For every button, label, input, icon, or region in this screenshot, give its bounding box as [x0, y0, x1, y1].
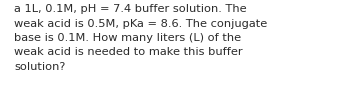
Text: a 1L, 0.1M, pH = 7.4 buffer solution. The
weak acid is 0.5M, pKa = 8.6. The conj: a 1L, 0.1M, pH = 7.4 buffer solution. Th…: [14, 4, 267, 72]
